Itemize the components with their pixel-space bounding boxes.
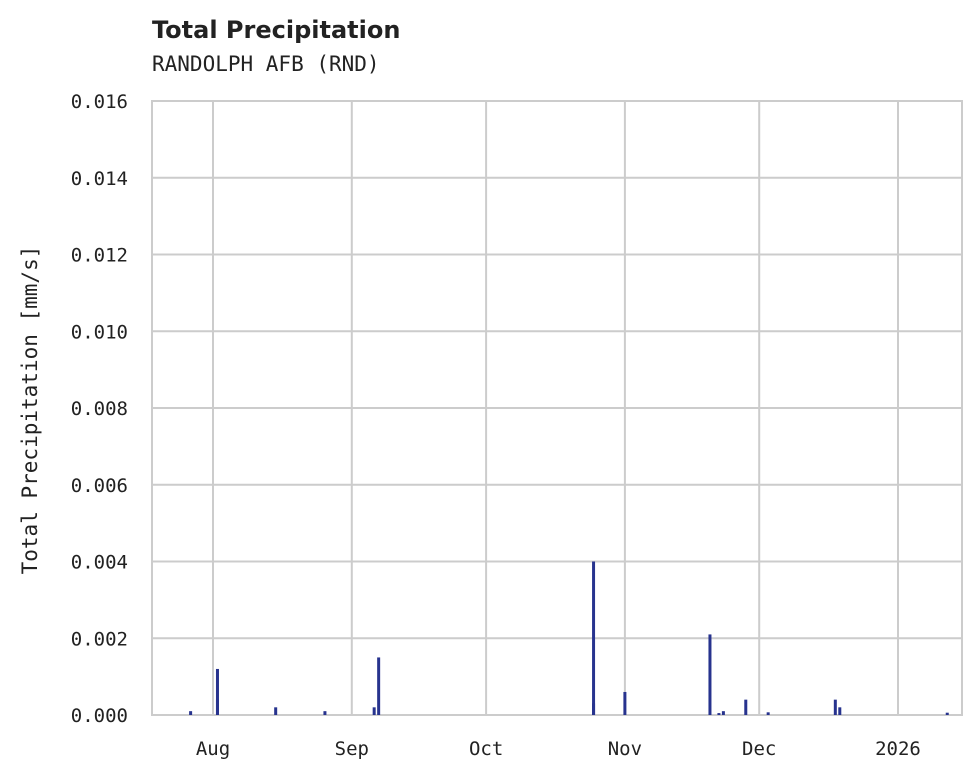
- data-bar: [838, 707, 842, 715]
- data-bar: [372, 707, 376, 715]
- y-tick-label: 0.002: [71, 628, 128, 650]
- x-tick-label: Aug: [196, 738, 230, 760]
- data-bar: [592, 703, 596, 715]
- y-tick-label: 0.012: [71, 245, 128, 267]
- data-bar: [945, 712, 949, 715]
- data-bar: [274, 707, 278, 715]
- chart-title: Total Precipitation: [152, 16, 401, 44]
- y-tick-label: 0.000: [71, 705, 128, 727]
- data-bar: [717, 713, 721, 715]
- data-bar: [766, 712, 770, 715]
- y-tick-label: 0.004: [71, 552, 128, 574]
- data-bar: [189, 711, 193, 715]
- x-tick-label: Oct: [469, 738, 503, 760]
- x-tick-label: Nov: [608, 738, 642, 760]
- x-tick-label: Dec: [742, 738, 776, 760]
- data-bar: [623, 691, 627, 715]
- y-tick-label: 0.006: [71, 475, 128, 497]
- data-bar: [721, 711, 725, 715]
- y-tick-label: 0.010: [71, 321, 128, 343]
- y-tick-label: 0.016: [71, 91, 128, 113]
- data-bar: [215, 668, 219, 715]
- data-bar: [592, 561, 596, 715]
- x-tick-label: 2026: [875, 738, 921, 760]
- data-bar: [708, 634, 712, 715]
- data-bar: [744, 699, 748, 715]
- plot-frame: [151, 100, 963, 716]
- y-tick-label: 0.008: [71, 398, 128, 420]
- y-tick-label: 0.014: [71, 168, 128, 190]
- data-bar: [323, 711, 327, 715]
- x-tick-label: Sep: [335, 738, 369, 760]
- data-bar: [215, 699, 219, 715]
- chart-subtitle: RANDOLPH AFB (RND): [152, 52, 380, 76]
- data-bar: [833, 699, 837, 715]
- data-bar: [377, 657, 381, 715]
